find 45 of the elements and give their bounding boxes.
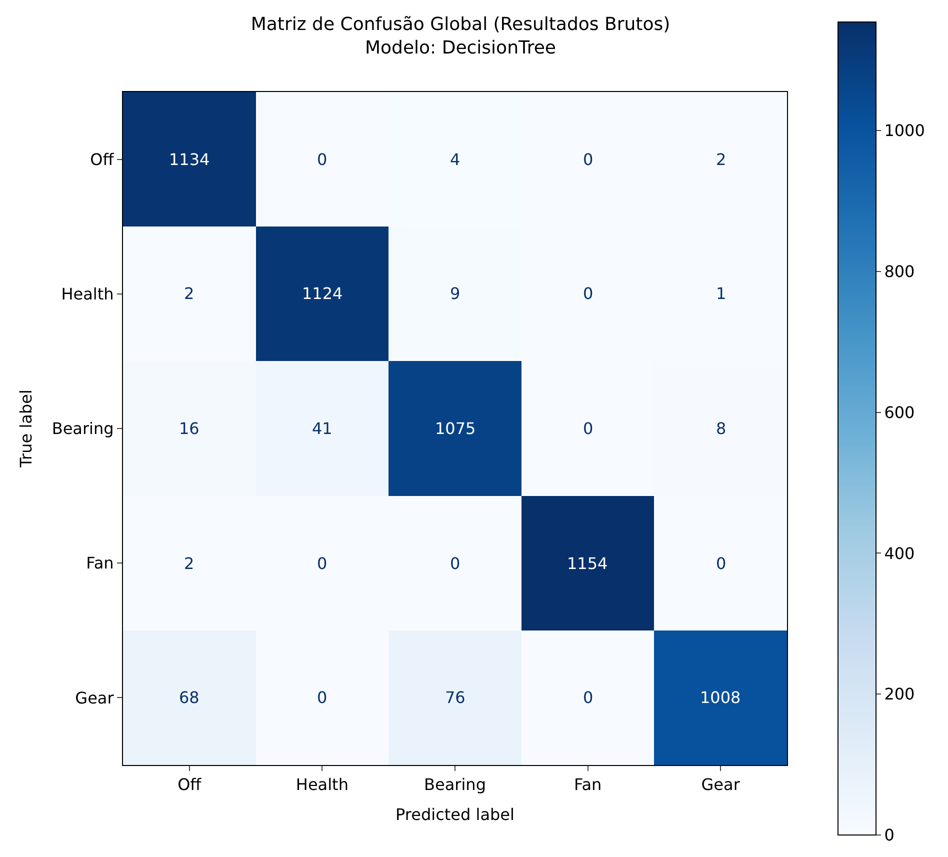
- y-tick-label: Bearing: [52, 419, 114, 438]
- y-tick-label: Gear: [75, 688, 114, 708]
- data-label: 2: [184, 554, 194, 573]
- data-label: 1008: [700, 688, 741, 707]
- data-label: 4: [450, 150, 460, 169]
- data-label: 0: [583, 150, 594, 169]
- chart-title: Matriz de Confusão Global (Resultados Brutos): [250, 14, 670, 35]
- x-tick-label: Gear: [701, 775, 740, 794]
- x-tick-label: Off: [178, 775, 202, 794]
- data-label: 0: [450, 554, 460, 573]
- data-label: 0: [583, 284, 594, 303]
- x-tick-label: Health: [296, 775, 348, 794]
- data-label: 1: [716, 284, 726, 303]
- data-label: 0: [583, 688, 594, 707]
- data-label: 76: [445, 688, 466, 707]
- data-label: 41: [312, 419, 332, 438]
- data-label: 68: [179, 688, 200, 707]
- data-label: 2: [184, 284, 194, 303]
- color-bar-label: 200: [884, 684, 915, 704]
- x-axis-title: Predicted label: [396, 804, 514, 824]
- data-label: 1154: [567, 554, 608, 573]
- y-tick-label: Health: [61, 284, 114, 304]
- data-label: 16: [179, 419, 200, 438]
- y-axis-title: True label: [16, 390, 36, 468]
- data-label: 0: [583, 419, 594, 438]
- color-bar-label: 800: [884, 262, 915, 281]
- color-bar-label: 400: [884, 544, 915, 563]
- data-label: 1134: [169, 150, 210, 169]
- color-bar-label: 600: [884, 402, 915, 422]
- data-label: 8: [716, 419, 726, 438]
- data-label: 2: [716, 150, 726, 169]
- data-label: 0: [317, 688, 328, 707]
- data-label: 0: [317, 150, 328, 169]
- data-label: 9: [450, 284, 460, 303]
- data-label: 1124: [302, 284, 343, 303]
- data-label: 0: [716, 554, 726, 573]
- x-tick-label: Bearing: [424, 775, 486, 794]
- y-tick-label: Off: [90, 150, 115, 169]
- chart-subtitle: Modelo: DecisionTree: [365, 37, 556, 58]
- data-label: 0: [317, 554, 328, 573]
- x-tick-label: Fan: [574, 775, 602, 794]
- data-label: 1075: [435, 419, 476, 438]
- color-bar-label: 0: [884, 826, 894, 845]
- color-bar-label: 1000: [884, 121, 925, 140]
- y-tick-label: Fan: [86, 554, 114, 573]
